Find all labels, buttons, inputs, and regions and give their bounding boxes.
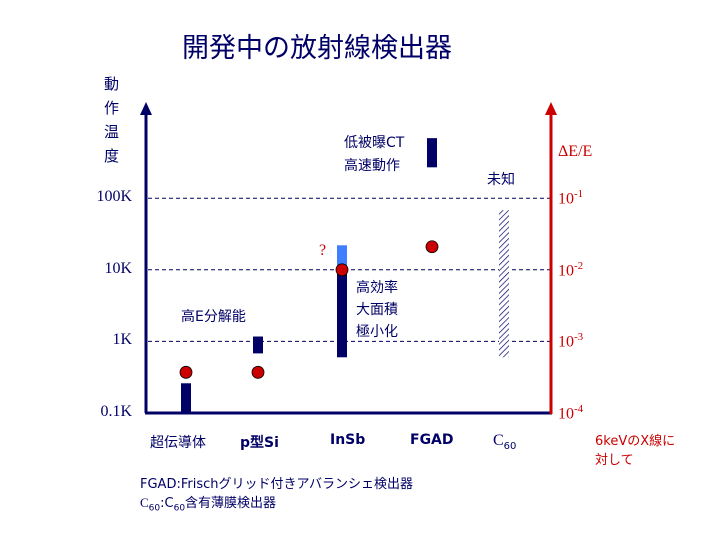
insb-note-line: 極小化 — [356, 324, 398, 340]
temperature-range-bar — [337, 245, 347, 270]
right-tick-label: 10-1 — [558, 188, 583, 208]
fgad-note: 低被曝CT 高速動作 — [344, 132, 404, 178]
temperature-range-bar — [253, 336, 263, 354]
footnote-c60-sub2: 60 — [173, 503, 186, 514]
category-label: 超伝導体 — [150, 435, 206, 451]
left-axis-arrow — [140, 102, 152, 115]
category-label: FGAD — [410, 432, 454, 448]
tick-base: 10 — [558, 262, 574, 280]
insb-note: 高効率 大面積 極小化 — [356, 277, 398, 343]
right-axis-label: ΔE/E — [558, 143, 593, 160]
footnote-c60-prefix: C — [140, 495, 149, 510]
temperature-range-bar — [427, 138, 437, 168]
right-axis-arrow — [545, 102, 557, 115]
fgad-note-line: 低被曝CT — [344, 135, 405, 151]
tick-exponent: -4 — [574, 403, 584, 415]
category-label: InSb — [330, 432, 366, 448]
right-axis-note-line: 6keVのX線に — [595, 434, 676, 449]
left-axis-label: 動 作 温 度 — [104, 75, 120, 165]
temperature-range-bar — [181, 383, 191, 413]
right-axis-note-line: 対して — [595, 453, 634, 468]
resolution-dot — [251, 365, 265, 379]
category-label: C60 — [493, 432, 516, 452]
resolution-dot — [179, 365, 193, 379]
left-tick-label: 1K — [112, 331, 132, 349]
resolution-dot — [425, 240, 439, 254]
tick-base: 10 — [558, 405, 574, 423]
right-tick-label: 10-4 — [558, 403, 583, 423]
tick-exponent: -2 — [574, 259, 584, 272]
right-tick-label: 10-3 — [558, 331, 583, 351]
resolution-dot — [335, 263, 349, 277]
tick-base: 10 — [558, 190, 574, 208]
temperature-range-bar — [337, 269, 347, 358]
fgad-note-line: 高速動作 — [344, 158, 400, 174]
category-sub: 60 — [503, 440, 517, 452]
temperature-range-bar — [499, 210, 509, 358]
footnote-c60: C60:C60含有薄膜検出器 — [140, 492, 276, 514]
category-c: C — [493, 432, 504, 449]
left-tick-label: 100K — [96, 188, 132, 206]
footnote-c60-sub: 60 — [148, 503, 161, 514]
tick-base: 10 — [558, 333, 574, 351]
question-mark: ? — [319, 242, 327, 259]
left-tick-label: 0.1K — [100, 403, 132, 420]
page-title: 開発中の放射線検出器 — [182, 33, 452, 64]
footnote-fgad: FGAD:Frischグリッド付きアバランシェ検出器 — [140, 477, 413, 492]
footnote-c60-mid: :C — [160, 496, 174, 511]
insb-note-line: 高効率 — [356, 280, 398, 296]
tick-exponent: -1 — [574, 188, 584, 201]
tick-exponent: -3 — [574, 331, 584, 344]
insb-note-line: 大面積 — [356, 302, 398, 318]
right-tick-label: 10-2 — [558, 260, 583, 280]
right-axis-note: 6keVのX線に 対して — [595, 432, 675, 470]
unknown-note: 未知 — [487, 172, 515, 188]
high-resolution-note: 高E分解能 — [181, 309, 246, 325]
category-label: p型Si — [240, 435, 279, 451]
left-tick-label: 10K — [104, 259, 132, 277]
footnote-c60-rest: 含有薄膜検出器 — [185, 496, 277, 511]
